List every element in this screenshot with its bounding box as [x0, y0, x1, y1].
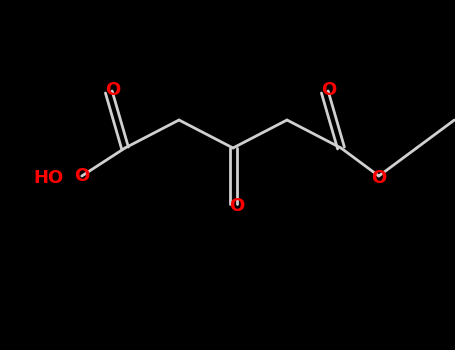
- Text: O: O: [229, 197, 245, 215]
- Text: O: O: [321, 81, 336, 99]
- Text: HO: HO: [34, 169, 64, 187]
- Text: O: O: [371, 169, 386, 187]
- Text: O: O: [105, 81, 121, 99]
- Text: O: O: [74, 167, 90, 185]
